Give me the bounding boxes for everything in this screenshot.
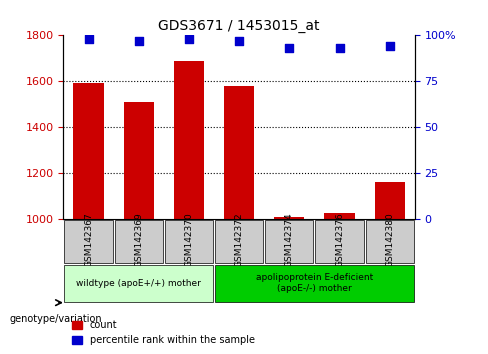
Point: [84, 36, 92, 42]
Point: [135, 38, 142, 44]
Title: GDS3671 / 1453015_at: GDS3671 / 1453015_at: [159, 19, 320, 33]
FancyBboxPatch shape: [215, 220, 263, 263]
Text: GSM142367: GSM142367: [84, 212, 93, 267]
FancyBboxPatch shape: [165, 220, 213, 263]
Bar: [74, 82, 103, 219]
FancyBboxPatch shape: [64, 220, 113, 263]
Legend: count, percentile rank within the sample: count, percentile rank within the sample: [68, 316, 259, 349]
FancyBboxPatch shape: [64, 264, 213, 302]
Point: [185, 36, 193, 42]
Bar: [224, 86, 254, 219]
Text: genotype/variation: genotype/variation: [10, 314, 102, 324]
Text: GSM142380: GSM142380: [385, 212, 394, 267]
FancyBboxPatch shape: [115, 220, 163, 263]
Text: wildtype (apoE+/+) mother: wildtype (apoE+/+) mother: [76, 279, 201, 288]
Text: apolipoprotein E-deficient
(apoE-/-) mother: apolipoprotein E-deficient (apoE-/-) mot…: [256, 274, 373, 293]
Text: GSM142374: GSM142374: [285, 212, 294, 267]
Text: GSM142376: GSM142376: [335, 212, 344, 267]
Point: [386, 44, 394, 49]
Bar: [375, 182, 405, 219]
Text: GSM142372: GSM142372: [235, 212, 244, 267]
FancyBboxPatch shape: [265, 220, 313, 263]
FancyBboxPatch shape: [215, 264, 414, 302]
Bar: [274, 217, 305, 219]
FancyBboxPatch shape: [315, 220, 364, 263]
Point: [235, 38, 243, 44]
Bar: [174, 61, 204, 219]
Point: [285, 45, 293, 51]
Point: [336, 45, 344, 51]
Bar: [123, 102, 154, 219]
Text: GSM142369: GSM142369: [134, 212, 143, 267]
FancyBboxPatch shape: [366, 220, 414, 263]
Text: GSM142370: GSM142370: [184, 212, 193, 267]
Bar: [325, 212, 355, 219]
